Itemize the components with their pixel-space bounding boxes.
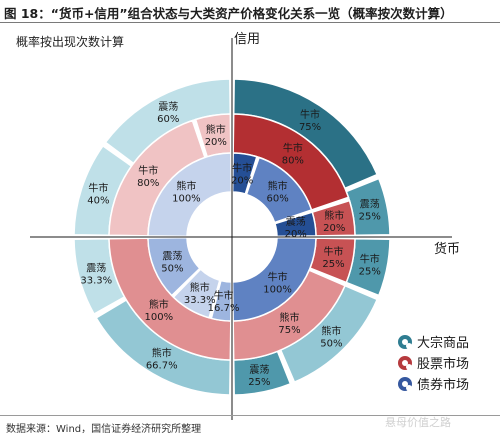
legend-label-commodity: 大宗商品 xyxy=(417,336,470,351)
legend-label-bond: 债券市场 xyxy=(417,378,470,393)
ring-1-label-6: 熊市 20% xyxy=(205,123,227,148)
legend-item-commodity: 大宗商品 xyxy=(398,331,469,352)
ring-0-label-3: 熊市 50% xyxy=(320,324,342,349)
footer-divider xyxy=(0,415,500,416)
ring-2-label-3: 牛市 100% xyxy=(263,271,292,296)
ring-0-label-8: 震荡 60% xyxy=(157,101,179,125)
ring-2-segment-2 xyxy=(274,211,317,238)
figure-title: 图 18：“货币+信用”组合状态与大类资产价格变化关系一览（概率按次数计算） xyxy=(4,6,453,21)
ring-1-label-4: 熊市 100% xyxy=(145,298,174,323)
axes-layer: 货币 信用 xyxy=(30,32,460,420)
ring-0-label-4: 震荡 25% xyxy=(248,364,270,388)
ring-1-label-0: 牛市 80% xyxy=(282,141,304,166)
ring-2-label-5: 熊市 33.3% xyxy=(184,281,216,306)
legend-label-stock: 股票市场 xyxy=(417,357,470,372)
ring-0-label-6: 震荡 33.3% xyxy=(80,262,112,286)
chart-legend: 大宗商品 股票市场 债券市场 xyxy=(398,331,469,394)
ring-0-label-7: 牛市 40% xyxy=(87,182,109,207)
chart-subtitle: 概率按出现次数计算 xyxy=(16,35,125,49)
ring-1-label-2: 牛市 25% xyxy=(322,245,344,270)
legend-item-stock: 股票市场 xyxy=(398,352,469,373)
labels-layer: 牛市 75% 震荡 25% 牛市 25% 熊市 50% 震荡 25% 熊市 66.7% 震荡 33.3% 牛… xyxy=(80,101,381,388)
y-axis-label: 信用 xyxy=(234,32,260,47)
ring-2-label-6: 震荡 50% xyxy=(161,251,183,275)
ring-2-segment-3 xyxy=(231,236,317,322)
legend-item-bond: 债券市场 xyxy=(398,373,469,394)
ring-2-segment-0 xyxy=(231,152,258,195)
rings-layer xyxy=(73,78,391,396)
ring-0-segment-1 xyxy=(345,177,391,237)
watermark: 悬母价值之路 xyxy=(385,416,451,429)
source-note: 数据来源：Wind，国信证券经济研究所整理 xyxy=(6,424,202,435)
ring-2-segment-4 xyxy=(210,279,233,322)
legend-swatch-bond xyxy=(398,376,412,391)
ring-1-label-5: 牛市 80% xyxy=(137,164,159,189)
ring-2-segment-7 xyxy=(147,152,233,238)
ring-2-label-7: 熊市 100% xyxy=(172,179,201,204)
ring-2-label-4: 牛市 16.7% xyxy=(208,289,240,314)
ring-0-label-5: 熊市 66.7% xyxy=(146,347,178,372)
x-axis-label: 货币 xyxy=(434,241,460,257)
ring-0-label-1: 震荡 25% xyxy=(359,199,381,223)
ring-2-segment-6 xyxy=(147,236,201,297)
ring-2-label-0: 牛市 20% xyxy=(231,161,253,186)
legend-swatch-stock xyxy=(398,355,412,370)
ring-2-label-2: 震荡 20% xyxy=(285,216,307,240)
ring-2-segment-1 xyxy=(245,156,313,224)
legend-swatch-commodity xyxy=(398,334,412,349)
ring-1-label-1: 熊市 20% xyxy=(323,209,345,234)
ring-1-label-3: 熊市 75% xyxy=(278,311,300,336)
ring-2-label-1: 熊市 60% xyxy=(266,179,288,204)
ring-2-segment-5 xyxy=(172,268,221,319)
ring-0-label-0: 牛市 75% xyxy=(299,108,321,133)
figure-title-bar: 图 18：“货币+信用”组合状态与大类资产价格变化关系一览（概率按次数计算） xyxy=(0,0,500,23)
ring-0-label-2: 牛市 25% xyxy=(359,252,381,277)
